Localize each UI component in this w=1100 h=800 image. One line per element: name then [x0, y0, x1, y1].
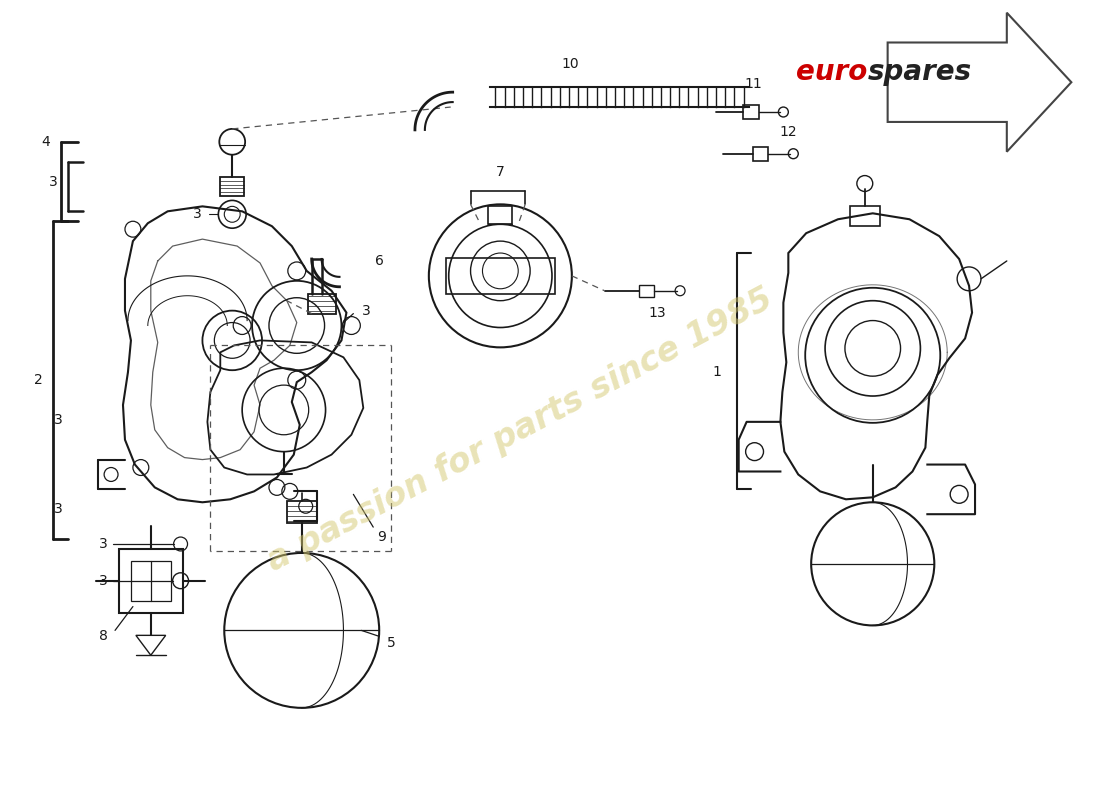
Bar: [287, 502, 317, 523]
Bar: [308, 294, 336, 314]
Text: 5: 5: [387, 636, 396, 650]
Text: 3: 3: [99, 537, 108, 551]
Bar: [752, 146, 769, 161]
Text: euro: euro: [796, 58, 868, 86]
Text: 3: 3: [54, 502, 63, 516]
Text: 2: 2: [34, 373, 43, 387]
Bar: [850, 206, 880, 226]
Bar: [220, 177, 244, 197]
Bar: [639, 285, 654, 297]
Text: 3: 3: [362, 304, 371, 318]
Bar: [119, 549, 183, 613]
Bar: [488, 206, 513, 224]
Text: 3: 3: [99, 574, 108, 588]
Bar: [446, 258, 556, 294]
Text: 12: 12: [780, 125, 798, 139]
Text: 13: 13: [648, 306, 667, 320]
Text: 3: 3: [194, 207, 201, 222]
Text: 11: 11: [745, 78, 762, 91]
Text: 1: 1: [713, 365, 722, 379]
Text: 9: 9: [376, 530, 386, 544]
Text: 3: 3: [54, 413, 63, 427]
Text: spares: spares: [868, 58, 972, 86]
Text: 10: 10: [561, 58, 579, 71]
Text: a passion for parts since 1985: a passion for parts since 1985: [262, 282, 779, 578]
Text: 7: 7: [496, 165, 505, 178]
Text: 3: 3: [50, 174, 58, 189]
Bar: [742, 105, 759, 119]
Bar: [131, 561, 170, 601]
Text: 8: 8: [99, 630, 108, 643]
Text: 4: 4: [41, 135, 50, 149]
Text: 6: 6: [375, 254, 384, 268]
